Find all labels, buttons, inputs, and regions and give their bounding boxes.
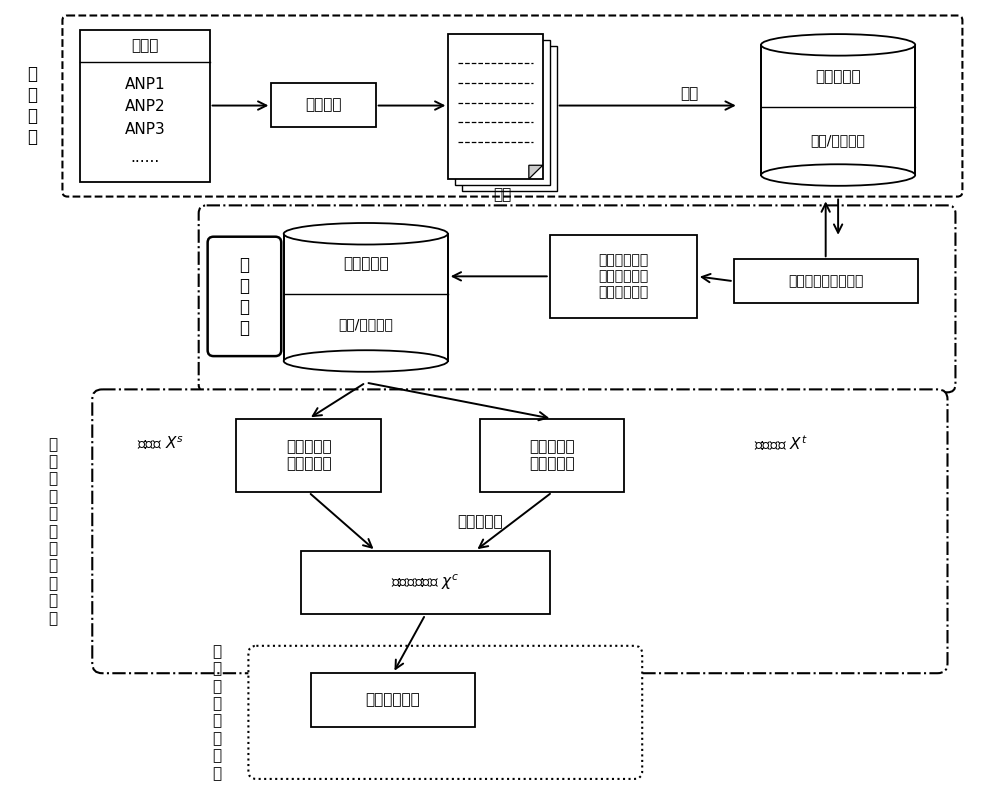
Text: 情感极性分类: 情感极性分类 bbox=[366, 693, 420, 708]
Text: 初始数据集: 初始数据集 bbox=[815, 69, 861, 84]
FancyBboxPatch shape bbox=[248, 646, 642, 779]
Text: ANP3: ANP3 bbox=[125, 121, 165, 137]
FancyBboxPatch shape bbox=[92, 389, 948, 674]
Text: 数
据
获
取: 数 据 获 取 bbox=[28, 66, 38, 145]
Text: 生成: 生成 bbox=[680, 86, 698, 101]
Bar bbox=[301, 551, 550, 614]
Bar bbox=[311, 674, 475, 727]
Text: ANP2: ANP2 bbox=[125, 99, 165, 114]
Text: 关键词: 关键词 bbox=[131, 38, 159, 54]
Bar bbox=[455, 40, 550, 185]
Bar bbox=[734, 259, 918, 304]
Bar bbox=[462, 46, 557, 191]
Bar bbox=[80, 30, 210, 182]
Text: ANP1: ANP1 bbox=[125, 77, 165, 92]
Bar bbox=[480, 419, 624, 492]
Bar bbox=[236, 419, 381, 492]
Bar bbox=[550, 235, 697, 318]
Ellipse shape bbox=[761, 34, 915, 56]
Text: 文本模态卷
积神经网络: 文本模态卷 积神经网络 bbox=[286, 439, 331, 471]
Ellipse shape bbox=[761, 165, 915, 186]
Bar bbox=[761, 45, 915, 175]
Text: 多模态嵌入: 多模态嵌入 bbox=[457, 514, 503, 529]
Text: 情感一致性判别分析: 情感一致性判别分析 bbox=[788, 274, 863, 288]
Text: 视觉模态卷
积神经网络: 视觉模态卷 积神经网络 bbox=[529, 439, 575, 471]
Text: 多模态深度卷
积神经网络的
概率采样模型: 多模态深度卷 积神经网络的 概率采样模型 bbox=[598, 253, 648, 300]
Text: 图像/描述信息: 图像/描述信息 bbox=[338, 317, 393, 331]
Text: 图像检索: 图像检索 bbox=[305, 97, 342, 113]
Text: ......: ...... bbox=[130, 150, 160, 165]
Text: 深
度
关
联
嵌
入
的
迁
移
机
制: 深 度 关 联 嵌 入 的 迁 移 机 制 bbox=[48, 437, 57, 626]
Ellipse shape bbox=[284, 223, 448, 244]
Text: 网页: 网页 bbox=[493, 187, 512, 202]
Text: 潜在嵌入空间 $\chi^c$: 潜在嵌入空间 $\chi^c$ bbox=[391, 573, 460, 593]
Ellipse shape bbox=[284, 350, 448, 372]
Text: 目标领域 $X^t$: 目标领域 $X^t$ bbox=[754, 434, 807, 453]
Bar bbox=[284, 234, 448, 361]
Text: 图像/描述信息: 图像/描述信息 bbox=[811, 133, 866, 147]
Text: 图
像
情
感
极
性
分
析: 图 像 情 感 极 性 分 析 bbox=[212, 644, 221, 781]
Bar bbox=[448, 34, 543, 179]
Text: 数
据
清
洗: 数 据 清 洗 bbox=[239, 256, 249, 336]
FancyBboxPatch shape bbox=[62, 15, 962, 197]
Text: 源领域 $X^s$: 源领域 $X^s$ bbox=[137, 435, 184, 452]
Text: 训练数据集: 训练数据集 bbox=[343, 256, 389, 271]
FancyBboxPatch shape bbox=[199, 205, 955, 392]
Bar bbox=[271, 83, 376, 127]
Polygon shape bbox=[529, 165, 543, 179]
FancyBboxPatch shape bbox=[208, 237, 281, 356]
